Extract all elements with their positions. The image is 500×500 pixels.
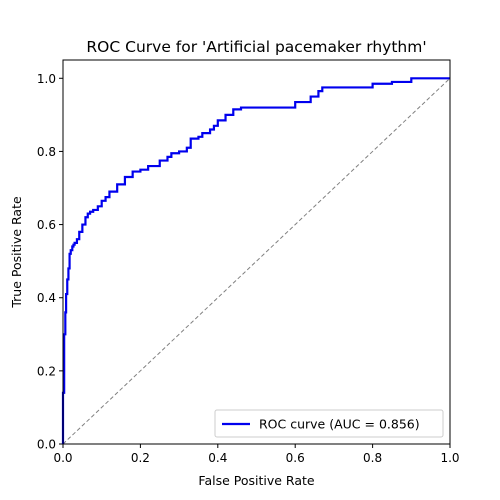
roc-curve-line <box>61 77 450 444</box>
x-tick-label: 0.2 <box>131 451 150 465</box>
series-group <box>61 77 450 444</box>
y-tick-label: 0.2 <box>37 364 56 378</box>
y-tick-label: 0.0 <box>37 438 56 452</box>
chart-title: ROC Curve for 'Artificial pacemaker rhyt… <box>86 38 426 56</box>
y-tick-label: 0.8 <box>37 145 56 159</box>
legend-box <box>214 409 444 438</box>
y-axis-label: True Positive Rate <box>9 196 24 309</box>
plot-area <box>63 60 450 444</box>
reference-line-group <box>62 77 451 445</box>
y-tick-label: 0.4 <box>37 291 56 305</box>
x-tick-label: 0.4 <box>208 451 227 465</box>
chance-reference-line <box>62 77 451 445</box>
y-tick-label: 1.0 <box>37 72 56 86</box>
y-tick-label: 0.6 <box>37 218 56 232</box>
x-tick-label: 0.6 <box>286 451 305 465</box>
plot-frame <box>62 59 451 445</box>
axis-ticks: 0.0 0.2 0.4 0.6 0.8 1.0 0.0 0.2 0.4 0.6 0.8 1.0 <box>37 72 460 465</box>
x-tick-label: 0.0 <box>53 451 72 465</box>
legend: ROC curve (AUC = 0.856) <box>214 409 444 438</box>
legend-entry-label: ROC curve (AUC = 0.856) <box>259 417 420 432</box>
x-axis-label: False Positive Rate <box>198 473 314 488</box>
x-tick-label: 0.8 <box>363 451 382 465</box>
x-tick-label: 1.0 <box>440 451 459 465</box>
